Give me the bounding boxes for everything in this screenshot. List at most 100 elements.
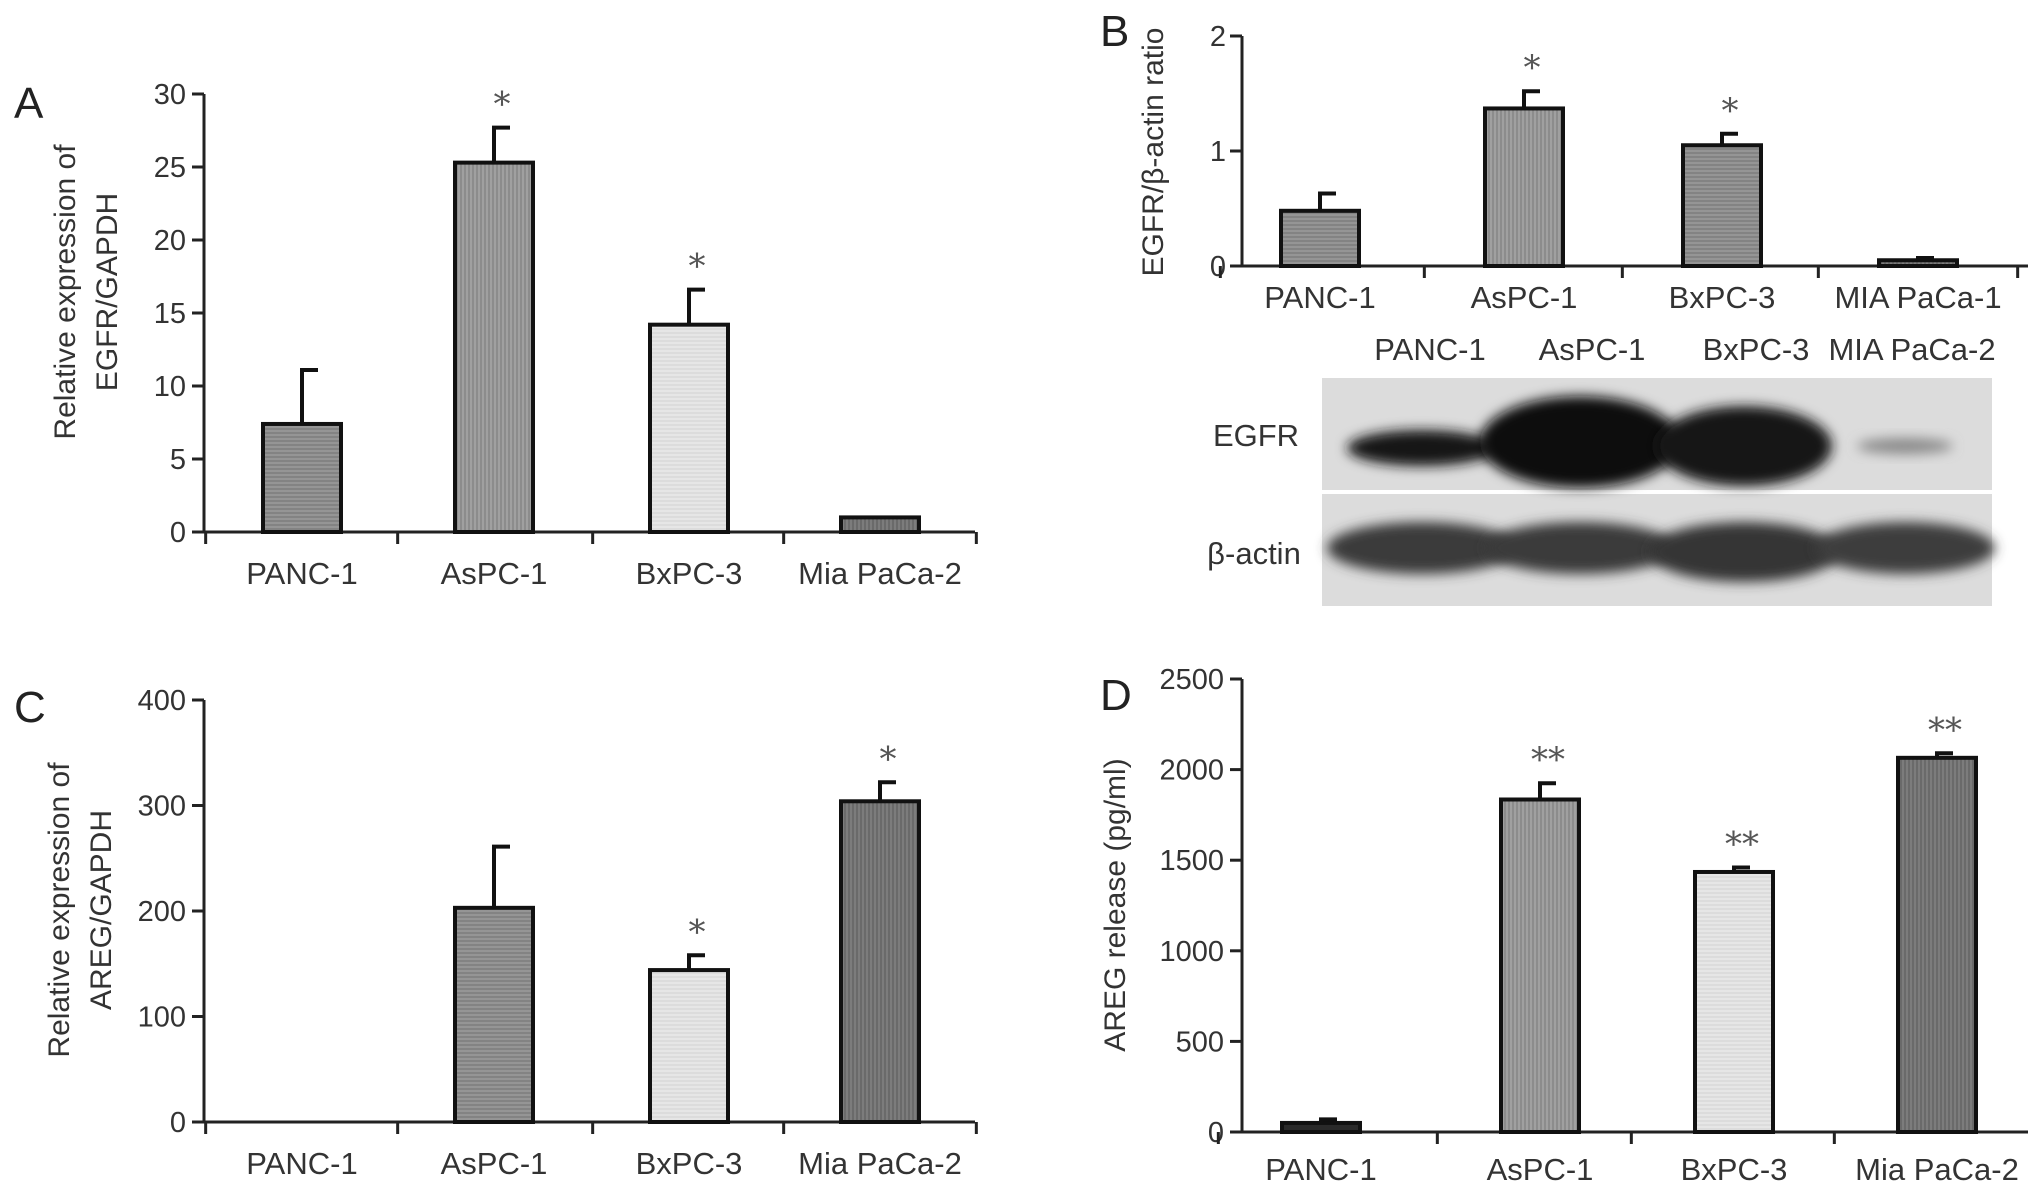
panel-a-chart: A 0 5 10 15 20 25 30 Relative expression of EGFR/… — [14, 79, 978, 591]
x-category-label: BxPC-3 — [636, 556, 743, 591]
x-category-label: PANC-1 — [246, 1146, 357, 1181]
y-axis-title: EGFR/β-actin ratio — [1137, 28, 1170, 277]
egfr-band-bxpc3 — [1656, 406, 1832, 486]
y-tick-label: 10 — [154, 371, 186, 403]
y-tick-label: 1 — [1210, 136, 1226, 168]
panel-c-chart: C 0 100 200 300 400 Relative expression of AREG… — [14, 683, 978, 1181]
blot-lane-panc1: PANC-1 — [1374, 332, 1485, 367]
significance-marker: * — [689, 912, 706, 952]
significance-marker: ** — [1928, 710, 1962, 750]
x-category-label: PANC-1 — [246, 556, 357, 591]
x-category-label: Mia PaCa-2 — [798, 1146, 962, 1181]
y-tick-label: 1500 — [1159, 845, 1224, 877]
y-tick-label: 25 — [154, 152, 186, 184]
error-bar — [1318, 191, 1336, 211]
x-category-label: AsPC-1 — [1487, 1152, 1594, 1187]
x-category-label: PANC-1 — [1264, 280, 1375, 315]
x-category-label: BxPC-3 — [636, 1146, 743, 1181]
bar-mia-paca-1 — [1877, 258, 1959, 268]
egfr-band-miapaca2 — [1857, 438, 1953, 454]
bar-panc-1 — [1280, 1120, 1362, 1134]
error-bar — [1538, 781, 1556, 800]
y-tick-label: 0 — [1208, 1117, 1224, 1149]
significance-marker: * — [1524, 48, 1541, 88]
y-tick-label: 20 — [154, 225, 186, 257]
bar-mia-paca-2 — [839, 515, 921, 535]
y-tick-label: 5 — [170, 444, 186, 476]
y-tick-label: 30 — [154, 79, 186, 111]
blot-row-beta-actin: β-actin — [1207, 536, 1301, 571]
bar-aspc-1 — [1483, 106, 1565, 268]
panel-a-letter: A — [14, 79, 44, 128]
blot-divider — [1322, 490, 1992, 494]
significance-marker: ** — [1531, 740, 1565, 780]
x-category-label: BxPC-3 — [1669, 280, 1776, 315]
egfr-band-aspc1 — [1480, 396, 1680, 488]
y-axis-title: AREG release (pg/ml) — [1099, 758, 1132, 1051]
bar-panc-1 — [1279, 208, 1361, 269]
x-category-label: Mia PaCa-2 — [798, 556, 962, 591]
actin-band-bxpc3 — [1649, 522, 1839, 582]
bar-aspc-1 — [453, 905, 535, 1125]
bar-aspc-1 — [1499, 797, 1581, 1134]
y-tick-label: 0 — [170, 1107, 186, 1139]
actin-band-aspc1 — [1485, 522, 1675, 574]
y-tick-label: 400 — [138, 685, 186, 717]
x-category-label: BxPC-3 — [1681, 1152, 1788, 1187]
y-axis-title: Relative expression of — [43, 762, 76, 1058]
actin-band-panc1 — [1327, 522, 1517, 574]
y-tick-label: 1000 — [1159, 936, 1224, 968]
bar-bxpc-3 — [1681, 143, 1763, 268]
bar-bxpc-3 — [648, 968, 730, 1125]
y-axis-title: AREG/GAPDH — [85, 810, 118, 1010]
x-category-label: AsPC-1 — [441, 556, 548, 591]
y-tick-label: 200 — [138, 896, 186, 928]
blot-lane-miapaca2: MIA PaCa-2 — [1828, 332, 1995, 367]
bar-mia-paca-2 — [1896, 755, 1978, 1135]
bar-mia-paca-2 — [839, 799, 921, 1125]
blot-row-egfr: EGFR — [1213, 418, 1299, 453]
x-category-label: MIA PaCa-1 — [1834, 280, 2001, 315]
error-bar — [687, 953, 705, 971]
western-blot: PANC-1 AsPC-1 BxPC-3 MIA PaCa-2 EGFR β-a… — [1207, 332, 1996, 606]
y-axis-title: EGFR/GAPDH — [91, 193, 124, 391]
egfr-band-panc1 — [1347, 430, 1497, 466]
error-bar — [687, 287, 705, 325]
y-tick-label: 300 — [138, 791, 186, 823]
y-tick-label: 2000 — [1159, 755, 1224, 787]
significance-marker: * — [880, 739, 897, 779]
x-category-label: AsPC-1 — [1471, 280, 1578, 315]
y-tick-label: 2500 — [1159, 664, 1224, 696]
significance-marker: * — [1722, 91, 1739, 131]
error-bar — [1319, 1117, 1337, 1123]
blot-lane-aspc1: AsPC-1 — [1539, 332, 1646, 367]
blot-lane-bxpc3: BxPC-3 — [1703, 332, 1810, 367]
error-bar — [492, 844, 510, 908]
y-tick-label: 0 — [170, 517, 186, 549]
y-axis-title: Relative expression of — [49, 144, 82, 440]
x-category-label: AsPC-1 — [441, 1146, 548, 1181]
panel-b-chart: B 0 1 2 EGFR/β-actin ratio PANC-1 * AsPC-1 * BxPC… — [1100, 7, 2028, 315]
y-tick-label: 2 — [1210, 21, 1226, 53]
bar-bxpc-3 — [1693, 869, 1775, 1135]
bar-aspc-1 — [453, 160, 535, 534]
x-category-label: PANC-1 — [1265, 1152, 1376, 1187]
actin-band-miapaca2 — [1815, 522, 1995, 574]
error-bar — [492, 125, 510, 163]
error-bar — [1720, 131, 1738, 146]
significance-marker: * — [494, 85, 511, 125]
error-bar — [300, 367, 318, 424]
error-bar — [1522, 89, 1540, 109]
y-tick-label: 500 — [1176, 1026, 1224, 1058]
y-tick-label: 0 — [1210, 251, 1226, 283]
x-category-label: Mia PaCa-2 — [1855, 1152, 2019, 1187]
panel-d-letter: D — [1100, 671, 1132, 720]
error-bar — [1732, 865, 1750, 872]
error-bar — [1916, 255, 1934, 261]
bar-bxpc-3 — [648, 322, 730, 534]
y-tick-label: 100 — [138, 1002, 186, 1034]
significance-marker: ** — [1725, 824, 1759, 864]
significance-marker: * — [689, 247, 706, 287]
bar-panc-1 — [261, 421, 343, 534]
